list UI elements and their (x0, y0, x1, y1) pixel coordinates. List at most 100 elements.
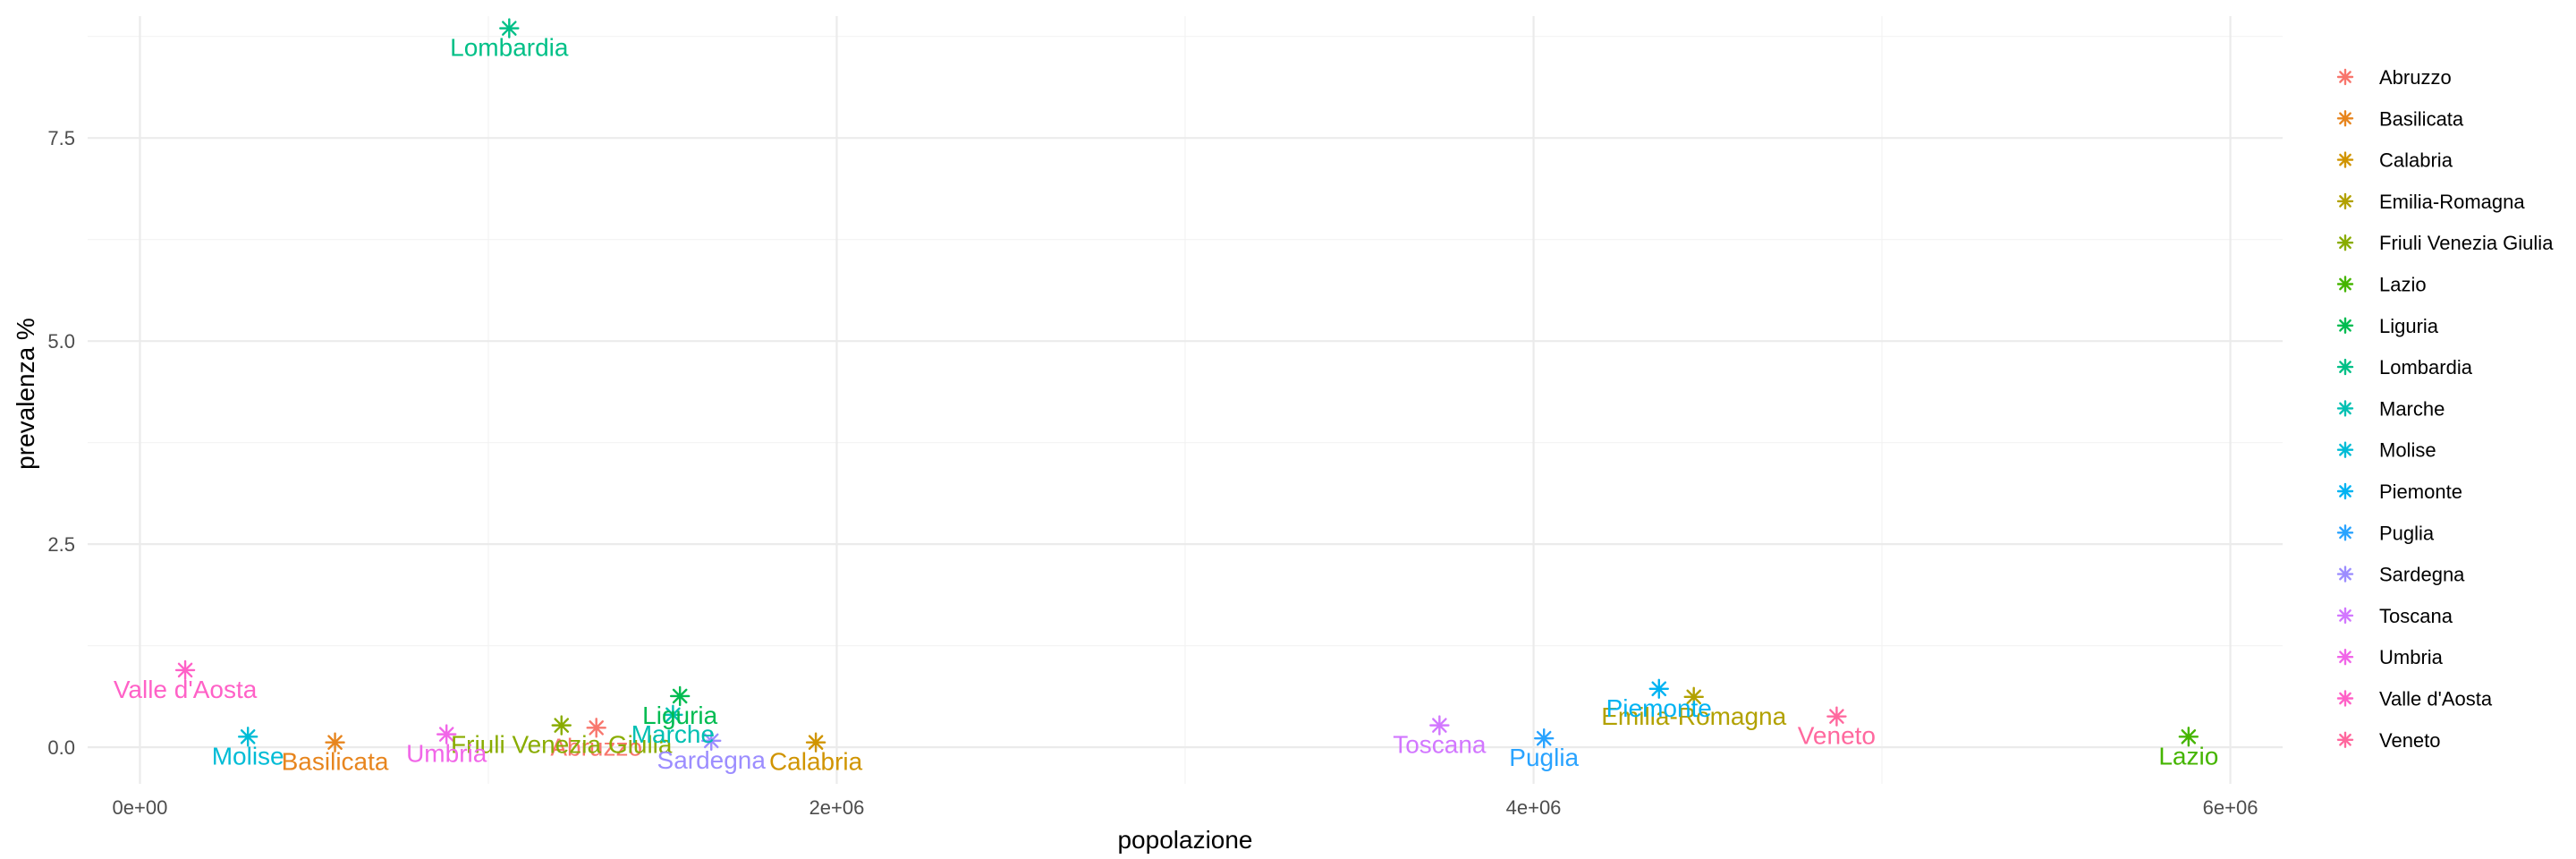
x-tick-label: 2e+06 (809, 796, 865, 819)
data-point (237, 727, 258, 747)
data-point (1534, 727, 1555, 749)
legend-key (2336, 649, 2354, 666)
data-point (551, 715, 572, 736)
y-tick-label: 2.5 (47, 533, 75, 556)
x-axis-title: popolazione (1117, 826, 1252, 854)
grid (88, 16, 2283, 784)
data-point (805, 732, 826, 753)
legend-key (2336, 234, 2354, 251)
data-point (701, 730, 722, 752)
data-point (1648, 678, 1669, 699)
data-point (1683, 686, 1704, 708)
legend-label: Friuli Venezia Giulia (2379, 232, 2554, 254)
legend-key (2336, 482, 2354, 500)
data-point (669, 685, 691, 707)
data-point (325, 732, 345, 753)
y-tick-label: 0.0 (47, 736, 75, 759)
legend-item: Abruzzo (2336, 66, 2452, 89)
point-label: Emilia-Romagna (1601, 702, 1786, 730)
legend-item: Molise (2336, 439, 2436, 462)
point-label: Basilicata (282, 748, 389, 776)
data-point (174, 659, 196, 681)
point-label: Calabria (769, 748, 863, 776)
legend-label: Puglia (2379, 522, 2435, 544)
point-label: Piemonte (1606, 694, 1712, 722)
data-point (499, 18, 520, 38)
point-label: Sardegna (657, 746, 767, 774)
legend-item: Veneto (2336, 729, 2441, 752)
legend-key (2336, 690, 2354, 707)
point-labels: Abruzzo Basilicata Calabria Emilia-Romagna F… (114, 34, 2218, 776)
data-point (436, 724, 457, 744)
y-tick-label: 7.5 (47, 127, 75, 149)
legend-key (2336, 151, 2354, 168)
point-label: Liguria (642, 702, 717, 729)
point-label: Puglia (1509, 744, 1579, 771)
legend-label: Valle d'Aosta (2379, 688, 2493, 710)
legend-key (2336, 524, 2354, 541)
legend-label: Molise (2379, 439, 2436, 462)
point-label: Veneto (1798, 722, 1876, 750)
legend-label: Marche (2379, 397, 2445, 420)
legend-key (2336, 566, 2354, 583)
legend-key (2336, 400, 2354, 417)
legend-item: Basilicata (2336, 107, 2464, 130)
y-tick-label: 5.0 (47, 330, 75, 353)
x-tick-label: 6e+06 (2203, 796, 2258, 819)
legend-label: Sardegna (2379, 564, 2465, 586)
data-point (1826, 706, 1847, 727)
legend-item: Umbria (2336, 646, 2444, 668)
data-point (1429, 715, 1450, 736)
point-label: Abruzzo (550, 733, 642, 761)
legend-label: Lombardia (2379, 356, 2473, 378)
legend-key (2336, 607, 2354, 625)
legend-label: Calabria (2379, 149, 2453, 172)
legend-item: Lazio (2336, 274, 2427, 296)
legend-label: Piemonte (2379, 481, 2462, 503)
data-point (586, 718, 606, 738)
legend-item: Marche (2336, 397, 2445, 420)
point-label: Marche (631, 720, 715, 748)
legend-item: Sardegna (2336, 564, 2465, 586)
legend-item: Toscana (2336, 605, 2453, 627)
legend-label: Veneto (2379, 729, 2441, 752)
axes: 0e+00 2e+06 4e+06 6e+06 0.0 2.5 5.0 7.5 (47, 127, 2258, 819)
legend-label: Abruzzo (2379, 66, 2452, 89)
legend-key (2336, 358, 2354, 376)
point-label: Umbria (406, 740, 487, 768)
legend-item: Piemonte (2336, 481, 2462, 503)
point-label: Lombardia (450, 34, 569, 62)
legend-item: Puglia (2336, 522, 2435, 544)
legend: Abruzzo Basilicata Calabria Emilia-Romagna F… (2336, 66, 2554, 752)
legend-label: Liguria (2379, 315, 2439, 337)
point-label: Molise (212, 742, 284, 770)
point-label: Valle d'Aosta (114, 676, 258, 703)
legend-key (2336, 110, 2354, 127)
legend-item: Emilia-Romagna (2336, 191, 2525, 213)
legend-item: Lombardia (2336, 356, 2473, 378)
legend-key (2336, 276, 2354, 293)
legend-label: Emilia-Romagna (2379, 191, 2525, 213)
data-points (174, 18, 2199, 753)
point-label: Lazio (2158, 742, 2218, 770)
point-label: Toscana (1393, 731, 1487, 759)
data-point (2178, 727, 2199, 747)
data-point (663, 704, 683, 726)
legend-label: Basilicata (2379, 107, 2464, 130)
legend-key (2336, 731, 2354, 748)
legend-key (2336, 441, 2354, 458)
legend-item: Friuli Venezia Giulia (2336, 232, 2554, 254)
legend-key (2336, 68, 2354, 86)
legend-item: Valle d'Aosta (2336, 688, 2493, 710)
x-tick-label: 4e+06 (1506, 796, 1562, 819)
legend-key (2336, 192, 2354, 210)
legend-key (2336, 317, 2354, 334)
legend-label: Umbria (2379, 646, 2444, 668)
point-label: Friuli Venezia Giulia (451, 731, 673, 759)
legend-label: Lazio (2379, 274, 2427, 296)
x-tick-label: 0e+00 (113, 796, 168, 819)
legend-label: Toscana (2379, 605, 2453, 627)
legend-item: Calabria (2336, 149, 2453, 172)
